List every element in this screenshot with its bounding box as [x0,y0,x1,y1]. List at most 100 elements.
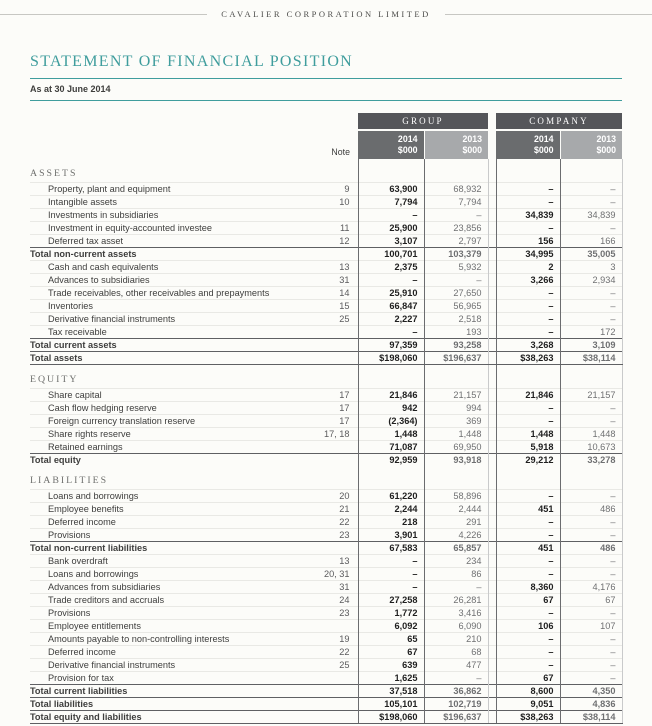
group-2014-value: 3,901 [357,528,425,542]
group-2014-value: 63,900 [357,182,425,196]
column-gap [488,195,497,209]
company-2013-value: $38,114 [560,351,623,365]
company-2013-column-header: 2013 $000 [559,130,623,159]
company-2013-value: 4,176 [560,580,623,594]
group-2013-value: 994 [424,401,489,415]
group-2013-value: 2,797 [424,234,489,248]
row-label: Total current liabilities [30,684,290,698]
row-note: 25 [290,312,358,326]
company-2014-value: – [495,195,561,209]
row-label: Loans and borrowings [30,567,290,581]
row-label: Property, plant and equipment [30,182,290,196]
group-2013-value [424,364,489,389]
group-2013-value: 86 [424,567,489,581]
group-2014-value [357,466,425,490]
group-2013-value [424,466,489,490]
row-note [290,671,358,685]
row-note: 11 [290,221,358,235]
row-label: Retained earnings [30,440,290,454]
row-label: Total equity and liabilities [30,710,290,724]
group-2013-value: 26,281 [424,593,489,607]
company-2013-value: 33,278 [560,453,623,466]
company-2014-value [495,364,561,389]
row-label: LIABILITIES [30,475,109,486]
group-2014-value: 97,359 [357,338,425,352]
company-2013-value: 3 [560,260,623,274]
row-note: 10 [290,195,358,209]
table-row: Retained earnings 71,087 69,950 5,918 10,673 [30,440,623,454]
row-note [290,365,358,389]
column-gap [488,388,497,402]
column-gap [488,273,497,287]
group-2014-value: 1,772 [357,606,425,620]
masthead-rule-left [0,13,208,15]
row-note: 15 [290,299,358,313]
column-gap [488,453,497,466]
row-note: 23 [290,528,358,542]
table-row: Total non-current assets 100,701 103,379 34… [30,247,623,261]
company-2014-value: 3,266 [495,273,561,287]
row-label: Foreign currency translation reserve [30,414,290,428]
row-label: Deferred tax asset [30,234,290,248]
group-2013-value: 36,862 [424,684,489,698]
group-2014-value: 100,701 [357,247,425,261]
table-row: Investment in equity-accounted investee 1… [30,221,623,235]
group-2013-value: 69,950 [424,440,489,454]
group-2013-column-header: 2013 $000 [423,130,489,159]
year-label: 2014 [397,134,418,144]
table-row: Foreign currency translation reserve 17 (2… [30,414,623,428]
group-2013-value: 102,719 [424,697,489,711]
group-2014-value: 1,625 [357,671,425,685]
table-row: Inventories 15 66,847 56,965– – [30,299,623,313]
row-note: 20, 31 [290,567,358,581]
group-2014-value: 105,101 [357,697,425,711]
column-gap [488,580,497,594]
row-label: Cash flow hedging reserve [30,401,290,415]
row-label: Total liabilities [30,697,290,711]
group-2014-value: – [357,580,425,594]
group-2014-value: – [357,554,425,568]
group-2013-value: 21,157 [424,388,489,402]
row-label: Total current assets [30,338,290,352]
table-row: Provisions 23 3,901 4,226– – [30,528,623,542]
column-gap [488,325,497,339]
group-2013-value [424,159,489,183]
group-2013-value: 27,650 [424,286,489,300]
group-2014-value: 2,244 [357,502,425,516]
group-2013-value: 68 [424,645,489,659]
table-row: Total assets $198,060 $196,637 $38,263 $38,1… [30,351,623,365]
company-2013-value: 486 [560,541,623,555]
row-label: ASSETS [30,168,78,179]
row-note: 23 [290,606,358,620]
column-gap [488,684,497,698]
group-2014-value: 2,227 [357,312,425,326]
company-2014-value: $38,263 [495,351,561,365]
table-row: Tax receivable –193–172 [30,325,623,339]
company-2014-value: 67 [495,671,561,685]
page-title: STATEMENT OF FINANCIAL POSITION [30,53,354,70]
group-2014-value: 6,092 [357,619,425,633]
row-label: Employee entitlements [30,619,290,633]
company-2014-value: 5,918 [495,440,561,454]
company-2013-value: 4,350 [560,684,623,698]
row-label: Total non-current liabilities [30,541,290,555]
company-2013-value [560,466,623,490]
table-row: Deferred income 22 67 68– – [30,645,623,659]
column-gap [488,671,497,685]
company-2014-value: – [495,554,561,568]
row-note [290,440,358,454]
year-label: 2013 [596,134,617,144]
group-2014-value: 37,518 [357,684,425,698]
company-2014-value: 8,360 [495,580,561,594]
row-label: Amounts payable to non-controlling inter… [30,632,290,646]
row-note [290,325,358,339]
row-label: EQUITY [30,374,79,385]
group-2014-value: 1,448 [357,427,425,441]
table-row: Cash and cash equivalents 13 2,375 5,932 2 3 [30,260,623,274]
column-gap [488,159,496,183]
company-2014-value: – [495,221,561,235]
column-gap [488,182,497,196]
row-note: 19 [290,632,358,646]
row-note [290,247,358,261]
group-2014-value: 61,220 [357,489,425,503]
